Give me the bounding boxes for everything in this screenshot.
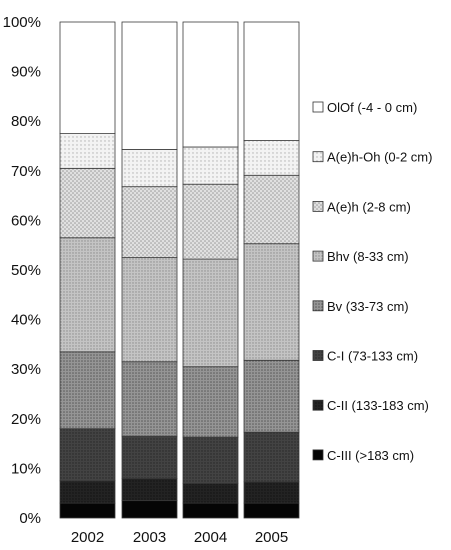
bar-segment xyxy=(243,243,300,361)
y-tick-label: 100% xyxy=(3,14,41,31)
bar-segment xyxy=(121,149,178,188)
bar-segment xyxy=(182,482,239,504)
bar-segment xyxy=(59,351,116,430)
legend-label: A(e)h (2-8 cm) xyxy=(327,199,411,214)
legend-swatch xyxy=(312,350,324,361)
y-tick-label: 50% xyxy=(11,262,41,279)
legend-label: OlOf (-4 - 0 cm) xyxy=(327,100,417,115)
legend-swatch xyxy=(312,300,324,312)
y-tick-label: 70% xyxy=(11,163,41,180)
bar-segment xyxy=(121,21,178,150)
legend-label: C-III (>183 cm) xyxy=(327,448,414,463)
legend-swatch xyxy=(312,250,324,262)
bar-segment xyxy=(121,361,178,437)
legend-label: Bhv (8-33 cm) xyxy=(327,249,409,264)
x-tick-label: 2002 xyxy=(71,529,104,546)
bar-segment xyxy=(182,21,239,148)
bar-segment xyxy=(182,183,239,260)
bar-segment xyxy=(121,500,178,519)
y-tick-label: 40% xyxy=(11,312,41,329)
y-tick-label: 30% xyxy=(11,361,41,378)
legend-label: C-I (73-133 cm) xyxy=(327,349,418,364)
legend-label: A(e)h-Oh (0-2 cm) xyxy=(327,150,432,165)
bar-segment xyxy=(243,359,300,433)
y-tick-label: 60% xyxy=(11,212,41,229)
bar-segment xyxy=(243,21,300,141)
bar-segment xyxy=(121,477,178,502)
legend-swatch xyxy=(312,399,324,411)
bar-segment xyxy=(59,428,116,482)
bar-segment xyxy=(182,258,239,368)
y-tick-label: 0% xyxy=(19,510,41,527)
legend: OlOf (-4 - 0 cm) A(e)h-Oh (0-2 cm) A(e)h (… xyxy=(312,100,432,463)
x-tick-label: 2005 xyxy=(255,529,288,546)
bar-segment xyxy=(182,436,239,484)
bar-segment xyxy=(59,502,116,519)
bar-segment xyxy=(243,481,300,504)
y-axis-tick-labels: 0% 10% 20% 30% 40% 50% 60% 70% 80% 90% 100% xyxy=(3,14,41,527)
bar-segment xyxy=(121,186,178,258)
bar-segment xyxy=(59,237,116,353)
bar-segment xyxy=(121,435,178,479)
bar-segment xyxy=(243,502,300,519)
x-tick-label: 2004 xyxy=(194,529,227,546)
y-tick-label: 80% xyxy=(11,113,41,130)
bar-segment xyxy=(243,174,300,245)
x-tick-label: 2003 xyxy=(133,529,166,546)
bar-segment xyxy=(59,167,116,239)
x-axis-tick-labels: 2002 2003 2004 2005 xyxy=(71,529,288,546)
y-tick-label: 20% xyxy=(11,411,41,428)
legend-swatch xyxy=(312,200,324,212)
bar-segment xyxy=(182,366,239,438)
bar-segment xyxy=(243,431,300,483)
legend-swatch xyxy=(312,101,324,113)
bar-segment xyxy=(59,133,116,169)
legend-label: Bv (33-73 cm) xyxy=(327,299,409,314)
bar-segment xyxy=(59,21,116,134)
y-tick-label: 90% xyxy=(11,64,41,81)
plot-area xyxy=(59,21,300,519)
y-tick-label: 10% xyxy=(11,460,41,477)
bar-segment xyxy=(243,140,300,176)
legend-swatch xyxy=(312,151,324,163)
bar-segment xyxy=(182,502,239,519)
bar-segment xyxy=(182,146,239,185)
bar-segment xyxy=(59,480,116,504)
bar-segment xyxy=(121,257,178,363)
legend-label: C-II (133-183 cm) xyxy=(327,398,429,413)
legend-swatch xyxy=(312,449,324,461)
